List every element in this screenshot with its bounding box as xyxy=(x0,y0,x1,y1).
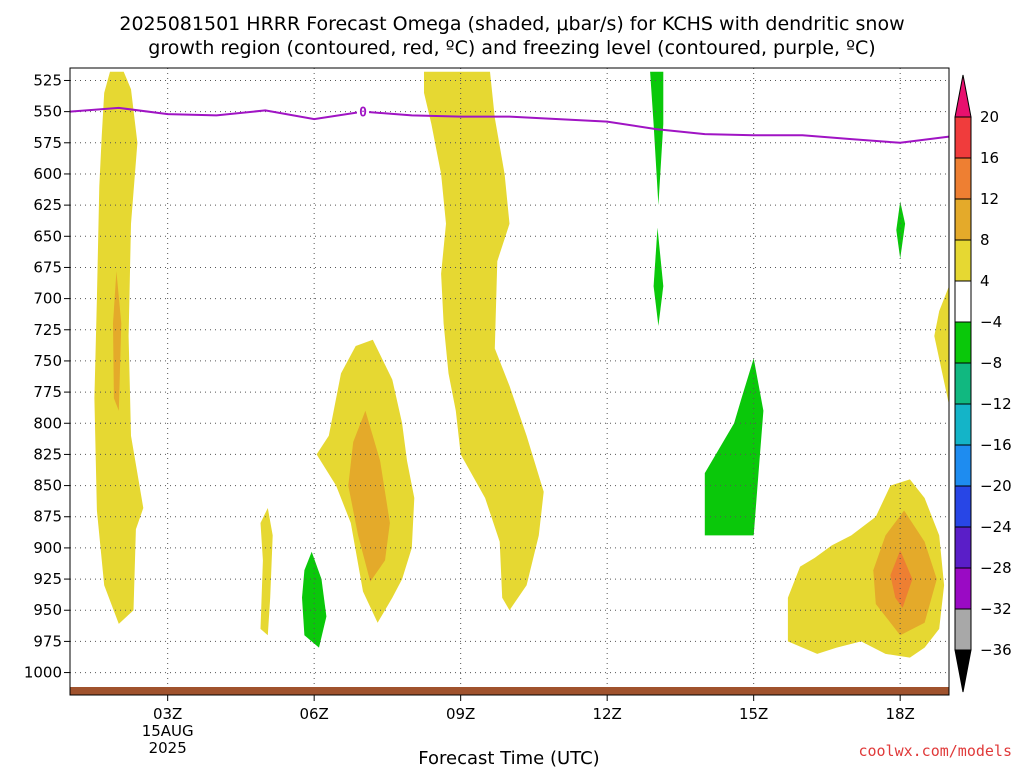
chart-title-line-1: 2025081501 HRRR Forecast Omega (shaded, … xyxy=(119,13,904,35)
x-tick-label-03Z: 03Z xyxy=(153,705,182,723)
freezing-level-line xyxy=(69,106,950,144)
colorbar-box-11 xyxy=(954,567,972,610)
colorbar-tick-11: −28 xyxy=(980,559,1012,577)
y-tick-label-550: 550 xyxy=(33,103,62,121)
y-tick-label-675: 675 xyxy=(33,258,62,276)
colorbar-tick-2: 12 xyxy=(980,190,999,208)
colorbar-tick-10: −24 xyxy=(980,518,1012,536)
colorbar-box-0 xyxy=(954,116,972,159)
plot-frame xyxy=(69,67,950,696)
omega-region-12 xyxy=(890,550,913,608)
omega-region-7 xyxy=(650,71,664,206)
y-tick-label-950: 950 xyxy=(33,601,62,619)
y-tick-label-525: 525 xyxy=(33,71,62,89)
omega-shading xyxy=(94,71,949,658)
y-tick-label-875: 875 xyxy=(33,508,62,526)
credit-text: coolwx.com/models xyxy=(858,742,1012,760)
y-tick-label-775: 775 xyxy=(33,383,62,401)
y-tick-label-750: 750 xyxy=(33,352,62,370)
omega-region-4 xyxy=(348,410,390,582)
colorbar-tick-13: −36 xyxy=(980,641,1012,659)
surface-strip xyxy=(70,687,949,695)
colorbar-box-2 xyxy=(954,198,972,241)
colorbar-box-12 xyxy=(954,608,972,651)
omega-region-8 xyxy=(653,227,664,326)
y-tick-label-850: 850 xyxy=(33,477,62,495)
colorbar-box-5 xyxy=(954,321,972,364)
colorbar-tick-4: 4 xyxy=(980,272,990,290)
colorbar-box-4 xyxy=(954,280,972,323)
colorbar-tick-6: −8 xyxy=(980,354,1002,372)
colorbar-box-7 xyxy=(954,403,972,446)
colorbar: 20 16 12 8 4 −4 −8 −12 −16 −20 −24 −28 −32 −36 xyxy=(954,74,1012,693)
colorbar-tick-0: 20 xyxy=(980,108,999,126)
freezing-level-label: 0 xyxy=(359,106,367,121)
omega-region-6 xyxy=(302,551,327,648)
colorbar-bottom-arrow xyxy=(954,649,972,693)
x-tick-sublabel-1: 2025 xyxy=(149,739,187,757)
x-tick-label-09Z: 09Z xyxy=(446,705,475,723)
y-tick-label-925: 925 xyxy=(33,570,62,588)
y-tick-label-900: 900 xyxy=(33,539,62,557)
x-tick-label-18Z: 18Z xyxy=(885,705,914,723)
y-tick-label-650: 650 xyxy=(33,227,62,245)
y-tick-label-725: 725 xyxy=(33,321,62,339)
colorbar-tick-12: −32 xyxy=(980,600,1012,618)
colorbar-box-10 xyxy=(954,526,972,569)
chart-title: 2025081501 HRRR Forecast Omega (shaded, … xyxy=(119,13,904,59)
omega-region-14 xyxy=(934,286,949,405)
y-tick-label-1000: 1000 xyxy=(24,664,62,682)
x-axis-label: Forecast Time (UTC) xyxy=(418,748,599,768)
colorbar-tick-3: 8 xyxy=(980,231,990,249)
y-tick-label-825: 825 xyxy=(33,445,62,463)
omega-region-1 xyxy=(113,271,122,411)
omega-region-13 xyxy=(896,201,906,259)
colorbar-box-1 xyxy=(954,157,972,200)
y-tick-label-600: 600 xyxy=(33,165,62,183)
colorbar-box-3 xyxy=(954,239,972,282)
y-tick-label-575: 575 xyxy=(33,134,62,152)
y-tick-label-975: 975 xyxy=(33,632,62,650)
colorbar-tick-1: 16 xyxy=(980,149,999,167)
x-tick-sublabel-0: 15AUG xyxy=(142,722,194,740)
colorbar-tick-8: −16 xyxy=(980,436,1012,454)
surface-terrain xyxy=(70,687,949,695)
y-tick-label-700: 700 xyxy=(33,290,62,308)
chart-title-line-2: growth region (contoured, red, ºC) and f… xyxy=(148,37,875,59)
x-tick-label-12Z: 12Z xyxy=(592,705,621,723)
y-axis-ticks: 525 550 575 600 625 650 675 700 725 750 775 800 825 8… xyxy=(24,71,70,682)
y-tick-label-800: 800 xyxy=(33,414,62,432)
y-tick-label-625: 625 xyxy=(33,196,62,214)
freezing-level-contour: 0 xyxy=(69,102,950,144)
colorbar-box-6 xyxy=(954,362,972,405)
x-tick-label-15Z: 15Z xyxy=(739,705,768,723)
omega-region-5 xyxy=(260,508,273,636)
freezing-level-label-bg xyxy=(357,102,369,120)
x-tick-label-06Z: 06Z xyxy=(299,705,328,723)
omega-region-9 xyxy=(704,358,764,536)
colorbar-tick-7: −12 xyxy=(980,395,1012,413)
colorbar-tick-9: −20 xyxy=(980,477,1012,495)
omega-region-2 xyxy=(424,71,544,611)
colorbar-box-8 xyxy=(954,444,972,487)
colorbar-box-9 xyxy=(954,485,972,528)
colorbar-tick-5: −4 xyxy=(980,313,1002,331)
colorbar-top-arrow xyxy=(954,74,972,118)
